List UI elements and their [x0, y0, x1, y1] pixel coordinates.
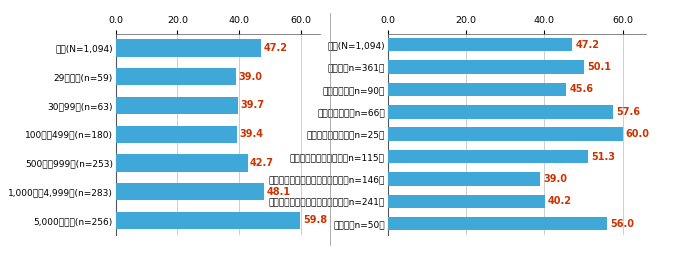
- Text: 56.0: 56.0: [610, 219, 634, 229]
- Text: 45.6: 45.6: [569, 84, 593, 94]
- Text: 47.2: 47.2: [264, 43, 288, 53]
- Text: 39.7: 39.7: [241, 100, 265, 110]
- Bar: [116, 183, 265, 200]
- Text: 50.1: 50.1: [587, 62, 611, 72]
- Bar: [116, 212, 301, 229]
- Bar: [388, 83, 566, 96]
- Bar: [116, 97, 238, 114]
- Text: 51.3: 51.3: [592, 151, 615, 162]
- Bar: [116, 126, 237, 143]
- Bar: [388, 60, 583, 74]
- Bar: [116, 154, 248, 172]
- Text: 57.6: 57.6: [616, 107, 641, 117]
- Text: 39.4: 39.4: [240, 129, 264, 139]
- Text: 59.8: 59.8: [303, 215, 327, 225]
- Text: 42.7: 42.7: [250, 158, 274, 168]
- Bar: [388, 172, 541, 186]
- Text: 39.0: 39.0: [543, 174, 567, 184]
- Bar: [388, 150, 588, 163]
- Bar: [388, 195, 545, 208]
- Bar: [388, 105, 613, 118]
- Text: 47.2: 47.2: [575, 40, 600, 50]
- Bar: [388, 127, 622, 141]
- Text: 40.2: 40.2: [548, 196, 572, 206]
- Bar: [116, 68, 236, 85]
- Text: 60.0: 60.0: [626, 129, 649, 139]
- Bar: [388, 38, 573, 51]
- Text: 48.1: 48.1: [267, 187, 291, 197]
- Bar: [388, 217, 607, 230]
- Text: 39.0: 39.0: [239, 72, 262, 82]
- Bar: [116, 39, 262, 57]
